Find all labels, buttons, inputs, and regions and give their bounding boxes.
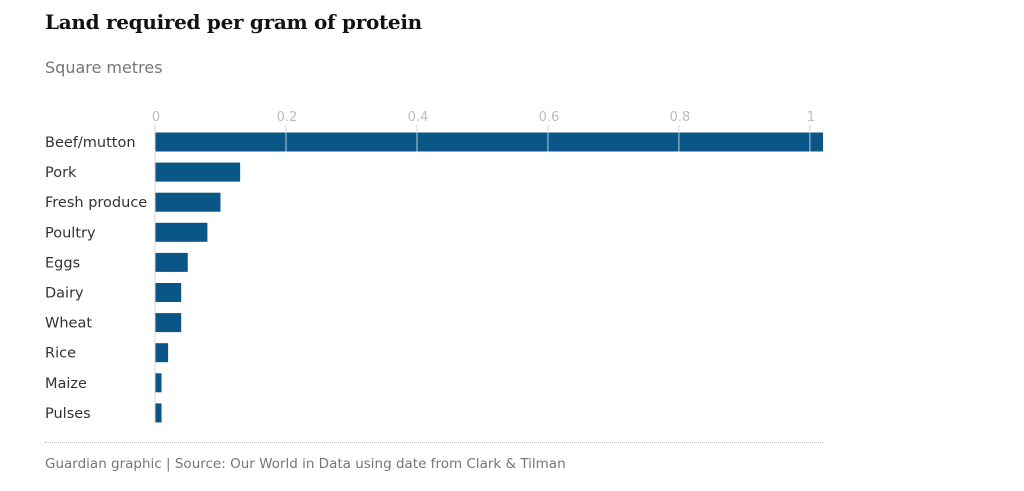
bar [155,343,169,363]
chart-title: Land required per gram of protein [45,10,422,34]
bar [155,222,208,242]
x-tick-label: 0 [152,110,160,125]
x-tick-label: 0.2 [277,110,298,125]
x-tick-label: 1 [807,110,815,125]
chart-subtitle: Square metres [45,58,163,77]
x-tick-label: 0.8 [670,110,691,125]
category-label: Pork [45,165,77,181]
category-label: Poultry [45,225,96,241]
x-tick-label: 0.4 [408,110,429,125]
bar [155,252,188,272]
category-label: Maize [45,376,87,392]
category-label: Eggs [45,255,80,271]
footer-divider [45,442,823,443]
bar [155,162,241,182]
category-label: Beef/mutton [45,135,136,151]
category-label: Fresh produce [45,195,147,211]
category-label: Rice [45,346,76,362]
category-label: Wheat [45,316,92,332]
bar [155,373,162,393]
source-note: Guardian graphic | Source: Our World in … [45,456,566,472]
bar [155,132,823,152]
bar [155,403,162,423]
category-label: Pulses [45,406,91,422]
bar [155,283,182,302]
bar-chart: 0 0.2 0.4 0.6 0.8 1 Beef/mutton Pork Fresh produ… [45,110,823,423]
bar [155,192,221,212]
category-label: Dairy [45,286,84,302]
x-tick-label: 0.6 [539,110,560,125]
bar [155,313,182,333]
